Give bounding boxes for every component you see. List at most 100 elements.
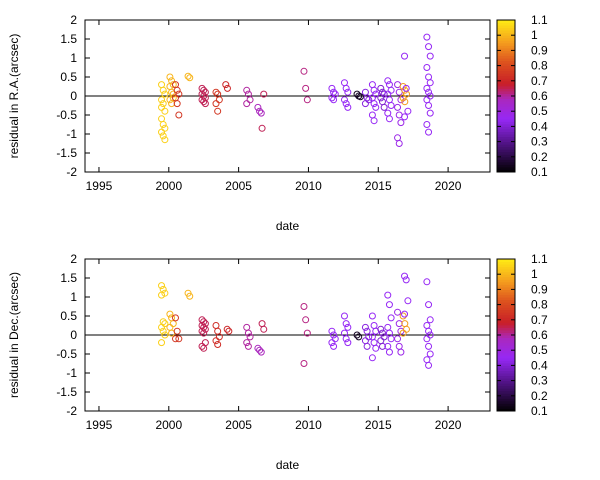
ra-colorbar-segment xyxy=(497,149,515,153)
dec-colorbar-tick-label: 1 xyxy=(531,267,538,281)
dec-data-point xyxy=(425,342,433,350)
ra-data-point xyxy=(423,64,431,71)
dec-data-point xyxy=(243,323,251,331)
dec-colorbar-segment xyxy=(497,403,515,407)
ra-data-point xyxy=(161,107,169,115)
dec-data-point xyxy=(198,342,206,350)
dec-data-point xyxy=(214,327,222,335)
dec-colorbar-segment xyxy=(497,327,515,331)
ra-colorbar-segment xyxy=(497,52,515,56)
ra-data-point xyxy=(368,81,376,89)
ra-colorbar-segment xyxy=(497,164,515,168)
dec-data-point xyxy=(385,301,393,309)
dec-data-point xyxy=(387,335,395,343)
ra-data-point xyxy=(370,100,378,108)
ra-data-point xyxy=(425,88,433,96)
dec-data-point xyxy=(385,348,393,356)
dec-colorbar-segment xyxy=(497,393,515,397)
dec-data-point xyxy=(171,335,179,343)
dec-colorbar-segment xyxy=(497,319,515,323)
ra-data-point xyxy=(159,132,167,140)
dec-data-point xyxy=(175,335,183,343)
dec-data-point xyxy=(370,322,378,329)
ra-colorbar-segment xyxy=(497,116,515,120)
ra-data-point xyxy=(342,84,350,92)
dec-y-tick-label: -2 xyxy=(66,404,77,418)
ra-data-point xyxy=(158,81,166,89)
ra-data-point xyxy=(161,90,169,98)
ra-data-point xyxy=(402,84,410,92)
ra-data-point xyxy=(356,93,364,101)
ra-data-point xyxy=(404,107,412,115)
dec-data-point xyxy=(225,327,233,335)
dec-colorbar-segment xyxy=(497,398,515,402)
ra-colorbar-segment xyxy=(497,111,515,115)
ra-data-point xyxy=(387,86,395,94)
dec-data-point xyxy=(200,329,208,337)
ra-x-tick-label: 1995 xyxy=(86,179,113,193)
dec-data-point xyxy=(342,320,350,328)
dec-data-point xyxy=(330,342,338,350)
dec-data-point xyxy=(425,301,433,309)
dec-data-point xyxy=(395,342,403,350)
dec-colorbar-segment xyxy=(497,335,515,339)
ra-data-point xyxy=(212,100,220,108)
ra-data-point xyxy=(159,100,167,108)
ra-data-point xyxy=(384,109,392,117)
dec-data-point xyxy=(244,329,252,337)
dec-data-point xyxy=(353,331,361,339)
ra-y-tick-label: 0 xyxy=(70,89,77,103)
ra-colorbar-segment xyxy=(497,73,515,77)
ra-colorbar-segment xyxy=(497,47,515,51)
dec-colorbar-tick-label: 1.1 xyxy=(531,252,548,266)
ra-data-point xyxy=(260,90,268,98)
dec-data-point xyxy=(340,312,348,320)
ra-y-tick-label: 1.5 xyxy=(60,32,77,46)
ra-data-point xyxy=(426,79,434,87)
ra-data-point xyxy=(385,81,393,89)
dec-colorbar-segment xyxy=(497,329,515,333)
dec-colorbar-segment xyxy=(497,357,515,361)
dec-data-point xyxy=(186,292,194,300)
ra-colorbar-segment xyxy=(497,146,515,150)
ra-data-point xyxy=(200,98,208,106)
dec-data-point xyxy=(404,297,412,305)
ra-data-point xyxy=(425,128,433,136)
ra-colorbar-segment xyxy=(497,159,515,163)
dec-data-point xyxy=(243,339,251,347)
ra-data-point xyxy=(423,96,431,104)
ra-colorbar-tick-label: 1.1 xyxy=(531,13,548,27)
dec-colorbar-segment xyxy=(497,360,515,364)
ra-data-point xyxy=(397,119,405,127)
ra-y-tick-label: -1 xyxy=(66,127,77,141)
dec-data-point xyxy=(260,325,268,333)
ra-data-point xyxy=(397,96,405,104)
dec-x-tick-label: 1995 xyxy=(86,418,113,432)
dec-data-point xyxy=(212,337,220,345)
ra-colorbar-tick-label: 0.6 xyxy=(531,89,548,103)
dec-data-point xyxy=(331,335,339,343)
dec-x-tick-label: 2000 xyxy=(155,418,182,432)
ra-colorbar-tick-label: 0.3 xyxy=(531,135,548,149)
dec-colorbar-tick-label: 0.6 xyxy=(531,328,548,342)
ra-colorbar-segment xyxy=(497,55,515,59)
ra-colorbar-tick-label: 0.2 xyxy=(531,150,548,164)
ra-data-point xyxy=(368,111,376,119)
ra-data-point xyxy=(370,86,378,94)
ra-x-tick-label: 2020 xyxy=(435,179,462,193)
dec-colorbar-segment xyxy=(497,297,515,301)
ra-colorbar-segment xyxy=(497,139,515,143)
dec-data-point xyxy=(363,342,371,350)
dec-data-point xyxy=(402,325,410,333)
dec-data-point xyxy=(361,337,369,345)
dec-data-point xyxy=(257,348,265,356)
dec-data-point xyxy=(212,322,220,329)
dec-colorbar-segment xyxy=(497,342,515,346)
ra-colorbar-segment xyxy=(497,27,515,31)
ra-data-point xyxy=(256,107,264,115)
dec-colorbar-segment xyxy=(497,281,515,285)
ra-data-point xyxy=(423,84,431,92)
ra-colorbar-segment xyxy=(497,113,515,117)
ra-colorbar-segment xyxy=(497,121,515,125)
dec-data-point xyxy=(198,327,206,335)
